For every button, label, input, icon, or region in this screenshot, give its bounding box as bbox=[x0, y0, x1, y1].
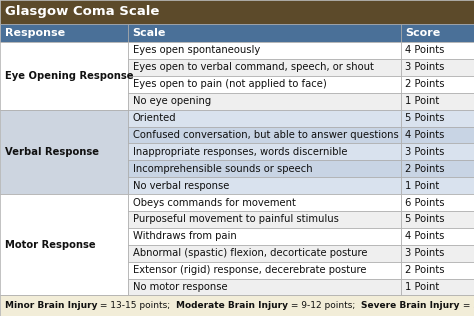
Text: 2 Points: 2 Points bbox=[405, 164, 445, 174]
Text: = 3-8 points: = 3-8 points bbox=[460, 301, 474, 310]
Bar bbox=[401, 76, 474, 93]
Text: 4 Points: 4 Points bbox=[405, 231, 445, 241]
Text: 3 Points: 3 Points bbox=[405, 248, 445, 258]
Bar bbox=[128, 279, 401, 295]
Text: 5 Points: 5 Points bbox=[405, 113, 445, 123]
Text: Eyes open to pain (not applied to face): Eyes open to pain (not applied to face) bbox=[133, 79, 327, 89]
Bar bbox=[128, 160, 401, 177]
Bar bbox=[401, 143, 474, 160]
Bar bbox=[401, 194, 474, 211]
Text: Inappropriate responses, words discernible: Inappropriate responses, words discernib… bbox=[133, 147, 347, 157]
Text: No eye opening: No eye opening bbox=[133, 96, 211, 106]
Bar bbox=[401, 126, 474, 143]
Bar bbox=[401, 262, 474, 279]
Bar bbox=[401, 42, 474, 59]
Text: No motor response: No motor response bbox=[133, 282, 228, 292]
Bar bbox=[0, 110, 128, 194]
Bar bbox=[128, 211, 401, 228]
Bar bbox=[128, 93, 401, 110]
Bar bbox=[401, 24, 474, 42]
Bar bbox=[401, 160, 474, 177]
Text: 6 Points: 6 Points bbox=[405, 198, 445, 208]
Bar bbox=[0, 194, 128, 295]
Bar bbox=[128, 194, 401, 211]
Bar bbox=[401, 245, 474, 262]
Bar bbox=[401, 93, 474, 110]
Text: Oriented: Oriented bbox=[133, 113, 176, 123]
Text: Severe Brain Injury: Severe Brain Injury bbox=[361, 301, 460, 310]
Bar bbox=[401, 110, 474, 126]
Bar bbox=[401, 211, 474, 228]
Text: 3 Points: 3 Points bbox=[405, 62, 445, 72]
Text: Verbal Response: Verbal Response bbox=[5, 147, 99, 157]
Bar bbox=[128, 228, 401, 245]
Text: No verbal response: No verbal response bbox=[133, 181, 229, 191]
Bar bbox=[128, 42, 401, 59]
Bar bbox=[0, 0, 474, 24]
Text: 2 Points: 2 Points bbox=[405, 79, 445, 89]
Text: = 13-15 points;: = 13-15 points; bbox=[97, 301, 176, 310]
Bar bbox=[0, 295, 474, 316]
Text: Withdraws from pain: Withdraws from pain bbox=[133, 231, 237, 241]
Text: Minor Brain Injury: Minor Brain Injury bbox=[5, 301, 97, 310]
Text: 4 Points: 4 Points bbox=[405, 46, 445, 56]
Bar bbox=[128, 24, 401, 42]
Text: Score: Score bbox=[405, 28, 440, 38]
Bar bbox=[401, 59, 474, 76]
Bar bbox=[128, 143, 401, 160]
Text: Response: Response bbox=[5, 28, 65, 38]
Text: 2 Points: 2 Points bbox=[405, 265, 445, 275]
Text: 3 Points: 3 Points bbox=[405, 147, 445, 157]
Bar bbox=[128, 59, 401, 76]
Bar bbox=[0, 24, 128, 42]
Text: Moderate Brain Injury: Moderate Brain Injury bbox=[176, 301, 288, 310]
Text: Eyes open spontaneously: Eyes open spontaneously bbox=[133, 46, 260, 56]
Text: 1 Point: 1 Point bbox=[405, 282, 439, 292]
Text: Incomprehensible sounds or speech: Incomprehensible sounds or speech bbox=[133, 164, 312, 174]
Bar bbox=[128, 177, 401, 194]
Text: 5 Points: 5 Points bbox=[405, 215, 445, 224]
Text: 1 Point: 1 Point bbox=[405, 96, 439, 106]
Text: Eyes open to verbal command, speech, or shout: Eyes open to verbal command, speech, or … bbox=[133, 62, 374, 72]
Bar bbox=[401, 177, 474, 194]
Bar bbox=[401, 279, 474, 295]
Bar bbox=[128, 262, 401, 279]
Text: Confused conversation, but able to answer questions: Confused conversation, but able to answe… bbox=[133, 130, 399, 140]
Bar bbox=[128, 245, 401, 262]
Text: Motor Response: Motor Response bbox=[5, 240, 95, 250]
Text: Extensor (rigid) response, decerebrate posture: Extensor (rigid) response, decerebrate p… bbox=[133, 265, 366, 275]
Text: Purposeful movement to painful stimulus: Purposeful movement to painful stimulus bbox=[133, 215, 338, 224]
Text: 4 Points: 4 Points bbox=[405, 130, 445, 140]
Text: = 9-12 points;: = 9-12 points; bbox=[288, 301, 361, 310]
Text: Scale: Scale bbox=[133, 28, 166, 38]
Bar bbox=[0, 42, 128, 110]
Text: Glasgow Coma Scale: Glasgow Coma Scale bbox=[5, 5, 159, 18]
Text: Eye Opening Response: Eye Opening Response bbox=[5, 71, 133, 81]
Bar bbox=[128, 76, 401, 93]
Bar bbox=[401, 228, 474, 245]
Bar bbox=[128, 126, 401, 143]
Text: 1 Point: 1 Point bbox=[405, 181, 439, 191]
Bar bbox=[128, 110, 401, 126]
Text: Obeys commands for movement: Obeys commands for movement bbox=[133, 198, 296, 208]
Text: Abnormal (spastic) flexion, decorticate posture: Abnormal (spastic) flexion, decorticate … bbox=[133, 248, 367, 258]
